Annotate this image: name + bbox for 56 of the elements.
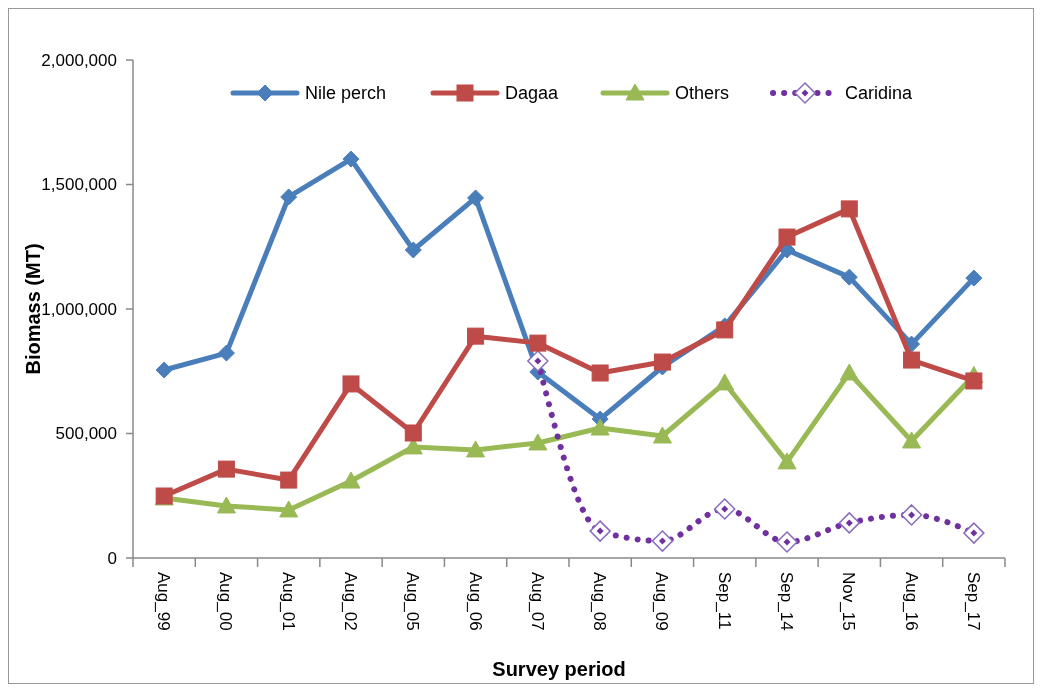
point — [528, 433, 548, 451]
point — [840, 268, 858, 286]
x-tick-label: Sep_17 — [963, 572, 983, 631]
point — [652, 426, 672, 444]
x-tick-label: Aug_02 — [341, 572, 361, 631]
point — [217, 460, 235, 478]
x-tick-label: Aug_05 — [403, 572, 423, 631]
legend-label: Caridina — [845, 83, 914, 104]
point — [716, 321, 734, 339]
point — [965, 372, 983, 390]
point — [965, 269, 983, 287]
y-tick-label: 2,000,000 — [41, 50, 117, 70]
point — [777, 452, 797, 470]
point — [342, 150, 360, 168]
legend-label: Dagaa — [505, 83, 560, 104]
x-tick-label: Aug_01 — [278, 572, 298, 631]
point — [653, 353, 671, 371]
point — [839, 363, 859, 381]
point — [903, 351, 921, 369]
point — [280, 471, 298, 489]
y-tick-label: 1,500,000 — [41, 175, 117, 195]
y-tick-label: 1,000,000 — [41, 299, 117, 319]
y-tick-label: 500,000 — [55, 424, 117, 444]
legend-label: Nile perch — [305, 83, 387, 104]
x-tick-label: Nov_15 — [839, 572, 859, 631]
legend-label: Others — [675, 83, 730, 104]
x-tick-label: Aug_08 — [590, 572, 610, 631]
x-tick-label: Aug_99 — [154, 572, 174, 631]
point — [591, 364, 609, 382]
y-tick-label: 0 — [107, 548, 117, 568]
point — [467, 327, 485, 345]
point — [217, 344, 235, 362]
x-tick-label: Aug_06 — [465, 572, 485, 631]
x-axis-title: Survey period — [492, 658, 626, 680]
point — [404, 424, 422, 442]
point — [280, 188, 298, 206]
point — [279, 500, 299, 518]
x-tick-label: Aug_07 — [527, 572, 547, 631]
point — [342, 375, 360, 393]
point — [155, 361, 173, 379]
point — [404, 241, 422, 259]
point — [216, 496, 236, 514]
x-tick-label: Aug_09 — [652, 572, 672, 631]
point — [590, 418, 610, 436]
point — [902, 431, 922, 449]
point — [529, 334, 547, 352]
x-tick-label: Aug_16 — [901, 572, 921, 631]
point — [467, 189, 485, 207]
x-tick-label: Sep_11 — [714, 572, 734, 630]
point — [715, 373, 735, 391]
point — [466, 440, 486, 458]
point — [840, 200, 858, 218]
point — [341, 471, 361, 489]
x-tick-label: Aug_00 — [216, 572, 236, 631]
point — [778, 228, 796, 246]
x-tick-label: Sep_14 — [777, 572, 797, 631]
